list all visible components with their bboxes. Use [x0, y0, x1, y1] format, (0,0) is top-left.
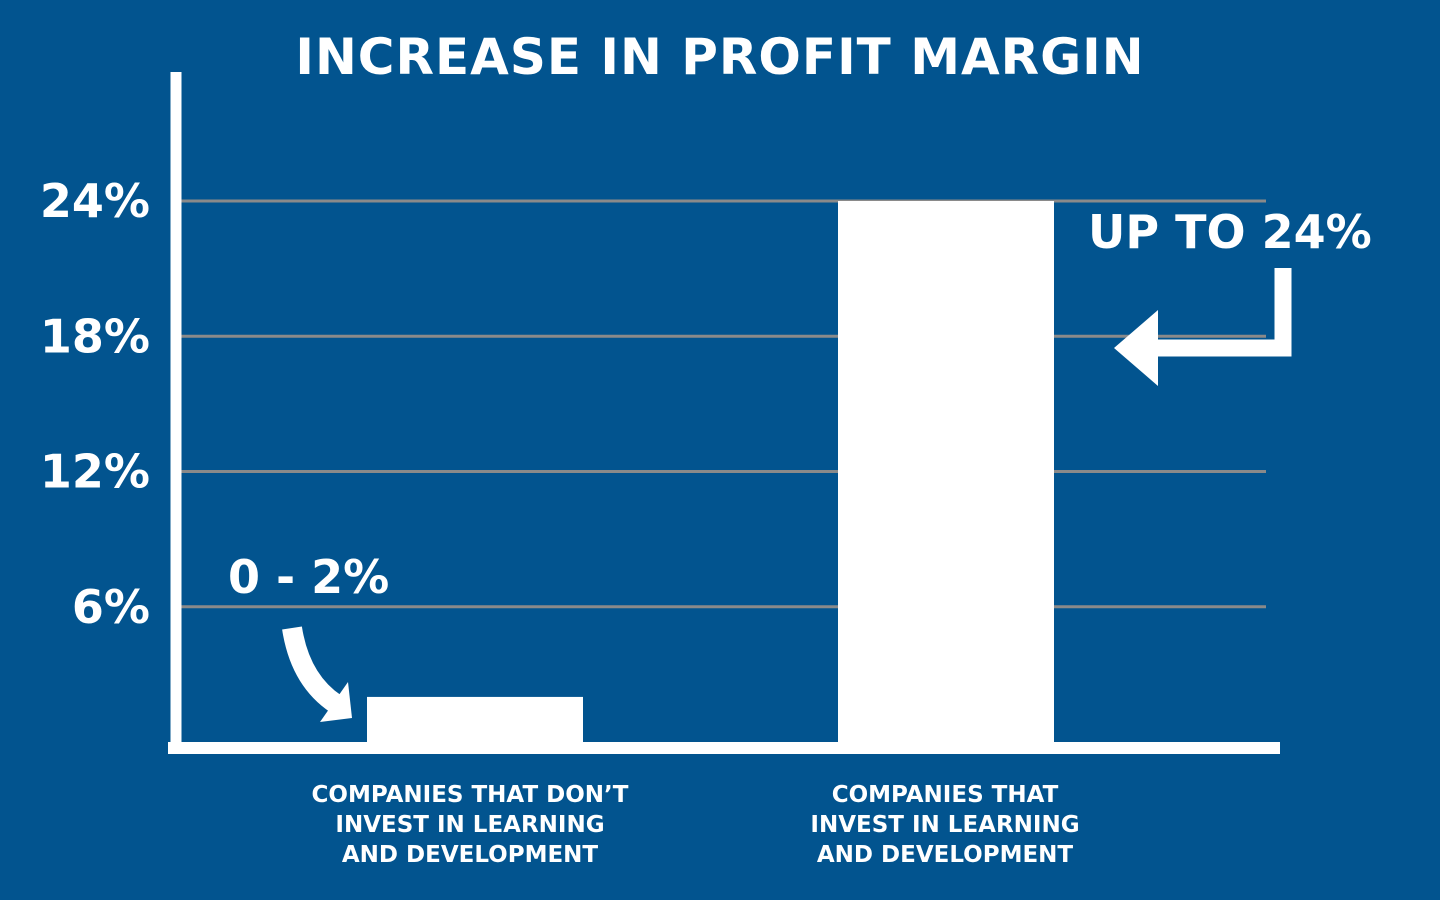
chart-title: INCREASE IN PROFIT MARGIN [295, 28, 1145, 86]
y-axis-ticks: 6% 12% 18% 24% [40, 174, 150, 634]
bar [838, 201, 1054, 742]
axes [168, 72, 1280, 754]
x-category-label-no-investment: COMPANIES THAT DON’T INVEST IN LEARNING … [311, 782, 629, 868]
x-category-label-investment: COMPANIES THAT INVEST IN LEARNING AND DE… [810, 782, 1080, 868]
elbow-arrow-shaft [1150, 268, 1292, 357]
bars [367, 201, 1054, 742]
annotation-high: UP TO 24% [1088, 205, 1372, 259]
y-tick-label: 12% [40, 445, 150, 499]
bar [367, 696, 583, 742]
elbow-arrow-head [1114, 310, 1158, 386]
annotation-arrows [282, 268, 1292, 722]
curved-arrow-shaft [282, 626, 342, 713]
y-tick-label: 18% [40, 309, 150, 363]
gridlines [176, 199, 1266, 609]
curved-arrow-head [320, 682, 352, 722]
annotation-low: 0 - 2% [228, 550, 390, 604]
y-tick-label: 24% [40, 174, 150, 228]
y-tick-label: 6% [72, 580, 150, 634]
